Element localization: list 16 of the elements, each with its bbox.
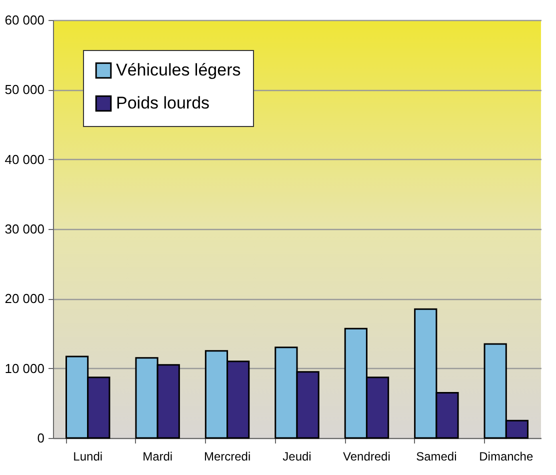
- y-tick-label: 30 000: [4, 222, 44, 236]
- legend-label: Véhicules légers: [116, 60, 241, 80]
- x-tick-label: Lundi: [73, 450, 103, 464]
- x-tick-label: Mercredi: [204, 450, 251, 464]
- x-tick-label: Jeudi: [282, 450, 312, 464]
- x-tick-label: Dimanche: [479, 450, 534, 464]
- x-tick-label: Vendredi: [343, 450, 390, 464]
- legend-label: Poids lourds: [116, 94, 210, 112]
- y-tick-label: 10 000: [4, 360, 44, 376]
- y-tick-label: 40 000: [4, 152, 44, 167]
- y-tick-label: 20 000: [4, 291, 44, 306]
- x-tick-label: Samedi: [416, 450, 457, 464]
- y-tick-label: 0: [37, 430, 44, 446]
- y-tick-label: 50 000: [4, 82, 44, 98]
- x-tick-label: Mardi: [142, 450, 173, 464]
- y-tick-label: 60 000: [4, 12, 44, 28]
